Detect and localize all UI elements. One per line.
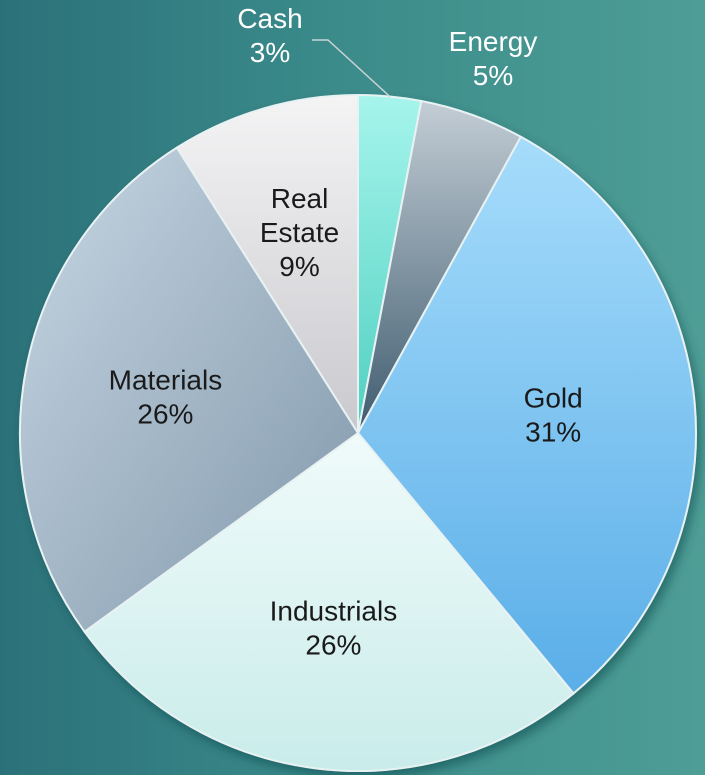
data-label-materials: Materials 26% <box>109 364 223 429</box>
category-label-gold: Gold <box>524 383 583 414</box>
category-label-real-estate: Real <box>271 183 329 214</box>
percent-label-energy: 5% <box>473 60 513 91</box>
pie-slice-industrials <box>83 431 575 772</box>
leader-line-cash <box>312 39 391 98</box>
category-label-energy: Energy <box>449 26 538 57</box>
pie-slice-materials <box>19 146 360 634</box>
data-label-industrials: Industrials 26% <box>270 595 398 660</box>
pie-slice-gold <box>356 135 697 695</box>
category-label-industrials: Industrials <box>270 595 398 626</box>
percent-label-real-estate: 9% <box>279 251 319 282</box>
pie-slice-real-estate <box>175 93 359 437</box>
category-label-cash: Cash <box>237 3 302 34</box>
category-label-real-estate: Estate <box>260 217 339 248</box>
percent-label-gold: 31% <box>525 417 581 448</box>
data-label-real-estate: Real Estate 9% <box>260 183 339 282</box>
percent-label-materials: 26% <box>137 398 193 429</box>
percent-label-cash: 3% <box>250 37 290 68</box>
data-label-cash: Cash 3% <box>237 3 302 68</box>
data-label-energy: Energy 5% <box>449 26 538 91</box>
data-label-gold: Gold 31% <box>524 383 583 448</box>
percent-label-industrials: 26% <box>305 629 361 660</box>
category-label-materials: Materials <box>109 364 223 395</box>
